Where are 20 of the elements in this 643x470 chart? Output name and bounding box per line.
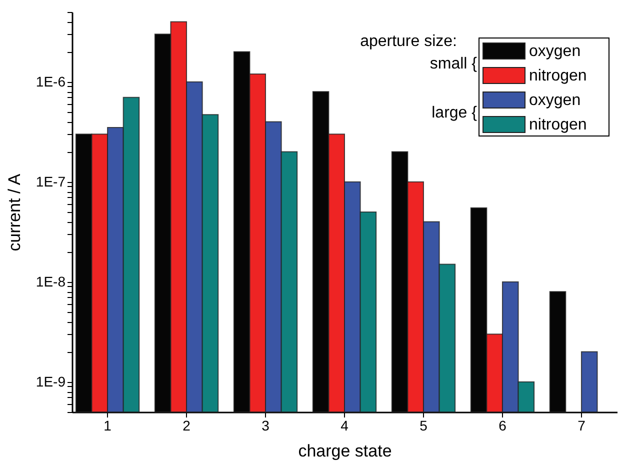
x-tick-label: 6 (498, 418, 507, 434)
y-axis-title: current / A (4, 173, 24, 252)
y-tick-label: 1E-6 (36, 73, 66, 90)
legend-label: oxygen (529, 43, 581, 60)
legend-label: nitrogen (529, 116, 587, 134)
legend-label: nitrogen (529, 68, 587, 84)
x-axis-title: charge state (298, 442, 392, 460)
x-tick-label: 1 (104, 418, 112, 434)
x-tick-label: 3 (262, 418, 270, 434)
y-tick-label: 1E-9 (36, 373, 66, 390)
y-tick-label: 1E-8 (36, 273, 66, 290)
x-tick-label: 7 (578, 418, 586, 434)
x-tick-label: 5 (420, 418, 428, 434)
annotation: large { (432, 104, 478, 122)
x-tick-label: 4 (340, 418, 349, 434)
annotation: small { (430, 55, 478, 72)
legend-title: aperture size: (360, 33, 457, 50)
x-tick-label: 2 (182, 418, 191, 434)
y-tick-label: 1E-7 (36, 173, 66, 190)
legend-label: oxygen (529, 92, 581, 109)
